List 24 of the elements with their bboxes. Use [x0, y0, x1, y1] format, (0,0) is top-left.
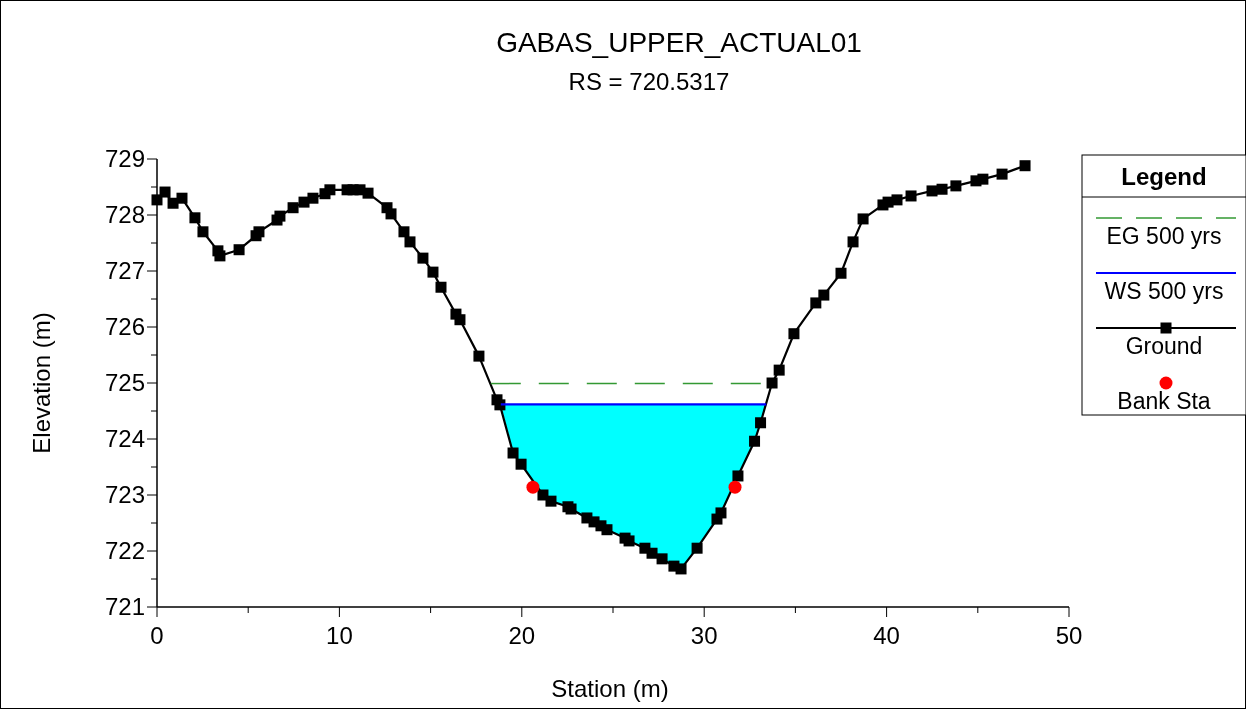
- y-tick-label: 723: [104, 481, 145, 508]
- y-tick-label: 726: [104, 313, 145, 340]
- x-tick-label: 40: [873, 622, 900, 649]
- chart-title: GABAS_UPPER_ACTUAL01: [496, 27, 862, 58]
- x-axis-title: Station (m): [551, 675, 669, 702]
- legend-label: WS 500 yrs: [1104, 278, 1224, 304]
- x-tick-label: 0: [150, 622, 164, 649]
- y-tick-label: 729: [104, 145, 145, 172]
- y-axis-title: Elevation (m): [28, 312, 55, 454]
- x-tick-label: 20: [508, 622, 536, 649]
- legend-label: Ground: [1125, 333, 1203, 359]
- x-tick-label: 30: [690, 622, 718, 649]
- x-tick-label: 50: [1055, 622, 1083, 649]
- y-tick-label: 728: [104, 201, 145, 228]
- y-tick-label: 724: [104, 425, 145, 452]
- y-tick-label: 727: [104, 257, 145, 284]
- y-tick-label: 722: [104, 537, 145, 564]
- legend-title: Legend: [1121, 163, 1207, 190]
- y-tick-label: 725: [104, 369, 145, 396]
- chart-subtitle: RS = 720.5317: [568, 68, 730, 95]
- y-tick-label: 721: [104, 593, 145, 620]
- legend-label: Bank Sta: [1117, 388, 1211, 414]
- legend-label: EG 500 yrs: [1106, 223, 1222, 249]
- x-tick-label: 10: [326, 622, 353, 649]
